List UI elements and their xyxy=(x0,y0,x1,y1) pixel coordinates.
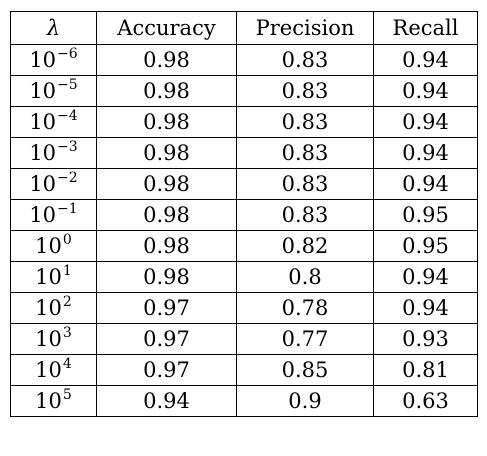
table-body: 10−6 0.98 0.83 0.94 10−5 0.98 0.83 0.94 10−4 0.98… xyxy=(10,44,478,417)
accuracy-cell: 0.97 xyxy=(96,292,237,324)
lambda-base: 10 xyxy=(35,295,62,320)
table-row: 10−6 0.98 0.83 0.94 xyxy=(10,44,478,76)
precision-cell: 0.83 xyxy=(236,106,374,138)
lambda-exponent: −2 xyxy=(57,169,78,186)
precision-cell: 0.83 xyxy=(236,199,374,231)
table-row: 10−1 0.98 0.83 0.95 xyxy=(10,199,478,231)
lambda-exponent: −3 xyxy=(57,138,78,155)
recall-cell: 0.94 xyxy=(373,292,478,324)
table-row: 10−4 0.98 0.83 0.94 xyxy=(10,106,478,138)
recall-cell: 0.94 xyxy=(373,44,478,76)
accuracy-cell: 0.98 xyxy=(96,199,237,231)
header-precision: Precision xyxy=(236,11,374,45)
header-lambda: λ xyxy=(10,11,97,45)
precision-cell: 0.83 xyxy=(236,168,374,200)
accuracy-cell: 0.97 xyxy=(96,354,237,386)
lambda-exponent: −5 xyxy=(57,76,78,93)
recall-cell: 0.94 xyxy=(373,168,478,200)
table-row: 104 0.97 0.85 0.81 xyxy=(10,354,478,386)
precision-cell: 0.9 xyxy=(236,385,374,417)
header-row: λ Accuracy Precision Recall xyxy=(10,11,478,45)
recall-cell: 0.93 xyxy=(373,323,478,355)
table-header: λ Accuracy Precision Recall xyxy=(10,11,478,45)
lambda-base: 10 xyxy=(29,109,57,134)
lambda-base: 10 xyxy=(35,326,62,351)
table-row: 105 0.94 0.9 0.63 xyxy=(10,385,478,417)
accuracy-cell: 0.98 xyxy=(96,137,237,169)
precision-cell: 0.83 xyxy=(236,44,374,76)
precision-cell: 0.83 xyxy=(236,75,374,107)
lambda-exponent: −6 xyxy=(57,45,78,62)
lambda-exponent: −1 xyxy=(57,200,78,217)
recall-cell: 0.94 xyxy=(373,106,478,138)
lambda-cell: 10−4 xyxy=(10,106,97,138)
precision-cell: 0.83 xyxy=(236,137,374,169)
recall-cell: 0.95 xyxy=(373,199,478,231)
table-row: 10−2 0.98 0.83 0.94 xyxy=(10,168,478,200)
lambda-exponent: 5 xyxy=(62,386,72,403)
lambda-base: 10 xyxy=(29,140,57,165)
precision-cell: 0.85 xyxy=(236,354,374,386)
lambda-exponent: 3 xyxy=(62,324,72,341)
table-row: 103 0.97 0.77 0.93 xyxy=(10,323,478,355)
recall-cell: 0.81 xyxy=(373,354,478,386)
lambda-base: 10 xyxy=(35,388,62,413)
accuracy-cell: 0.98 xyxy=(96,106,237,138)
header-accuracy: Accuracy xyxy=(96,11,237,45)
header-recall: Recall xyxy=(373,11,478,45)
lambda-cell: 10−1 xyxy=(10,199,97,231)
lambda-cell: 105 xyxy=(10,385,97,417)
lambda-base: 10 xyxy=(35,233,62,258)
lambda-cell: 10−3 xyxy=(10,137,97,169)
recall-cell: 0.94 xyxy=(373,261,478,293)
precision-cell: 0.77 xyxy=(236,323,374,355)
lambda-cell: 10−5 xyxy=(10,75,97,107)
accuracy-cell: 0.97 xyxy=(96,323,237,355)
lambda-cell: 10−2 xyxy=(10,168,97,200)
lambda-base: 10 xyxy=(29,171,57,196)
lambda-cell: 100 xyxy=(10,230,97,262)
lambda-exponent: 2 xyxy=(62,293,72,310)
accuracy-cell: 0.98 xyxy=(96,44,237,76)
lambda-base: 10 xyxy=(35,357,62,382)
lambda-cell: 104 xyxy=(10,354,97,386)
precision-cell: 0.8 xyxy=(236,261,374,293)
accuracy-cell: 0.98 xyxy=(96,75,237,107)
lambda-exponent: 4 xyxy=(62,355,72,372)
table-row: 10−5 0.98 0.83 0.94 xyxy=(10,75,478,107)
table-row: 102 0.97 0.78 0.94 xyxy=(10,292,478,324)
table-row: 101 0.98 0.8 0.94 xyxy=(10,261,478,293)
lambda-cell: 103 xyxy=(10,323,97,355)
lambda-cell: 10−6 xyxy=(10,44,97,76)
lambda-base: 10 xyxy=(29,78,57,103)
lambda-base: 10 xyxy=(35,264,62,289)
lambda-cell: 102 xyxy=(10,292,97,324)
accuracy-cell: 0.98 xyxy=(96,168,237,200)
recall-cell: 0.95 xyxy=(373,230,478,262)
recall-cell: 0.94 xyxy=(373,75,478,107)
table-row: 10−3 0.98 0.83 0.94 xyxy=(10,137,478,169)
accuracy-cell: 0.98 xyxy=(96,261,237,293)
lambda-exponent: 0 xyxy=(62,231,72,248)
lambda-exponent: −4 xyxy=(57,107,78,124)
results-table: λ Accuracy Precision Recall 10−6 0.98 0.83… xyxy=(10,11,478,417)
precision-cell: 0.82 xyxy=(236,230,374,262)
lambda-base: 10 xyxy=(29,202,57,227)
table-row: 100 0.98 0.82 0.95 xyxy=(10,230,478,262)
recall-cell: 0.63 xyxy=(373,385,478,417)
lambda-exponent: 1 xyxy=(62,262,72,279)
recall-cell: 0.94 xyxy=(373,137,478,169)
lambda-base: 10 xyxy=(29,47,57,72)
precision-cell: 0.78 xyxy=(236,292,374,324)
accuracy-cell: 0.98 xyxy=(96,230,237,262)
accuracy-cell: 0.94 xyxy=(96,385,237,417)
lambda-cell: 101 xyxy=(10,261,97,293)
